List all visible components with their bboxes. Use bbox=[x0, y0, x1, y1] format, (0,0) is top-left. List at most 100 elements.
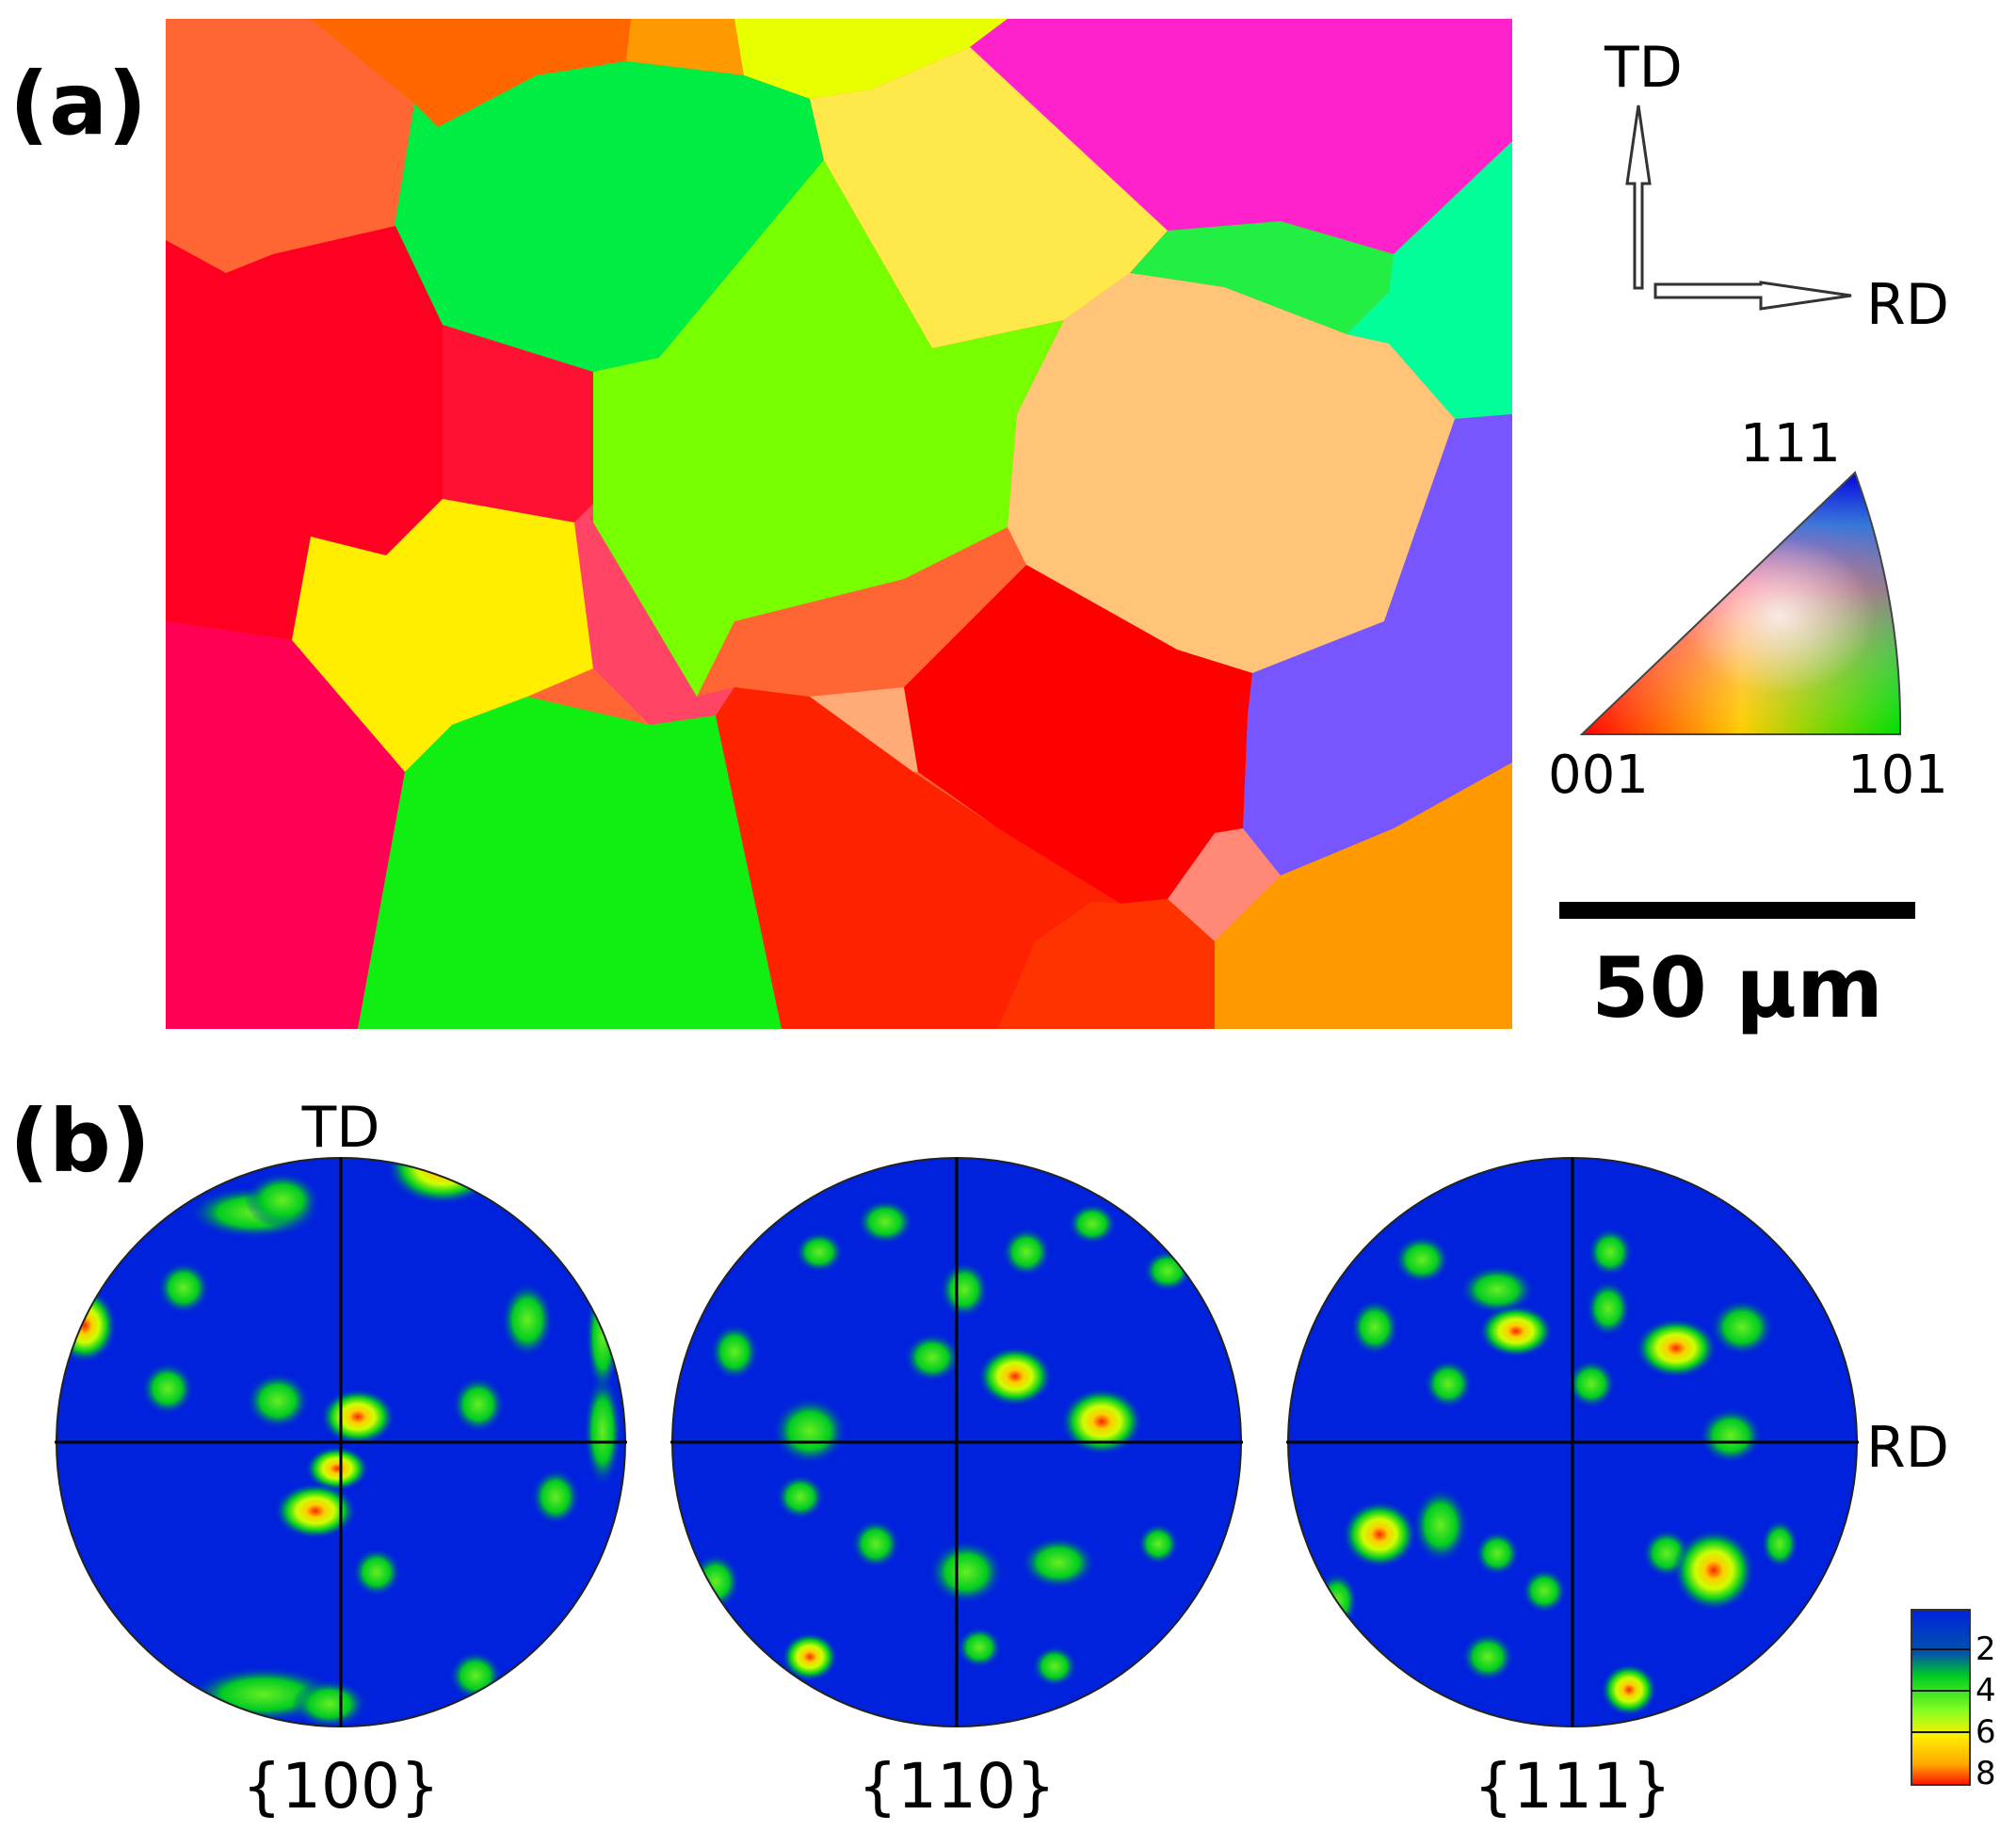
intensity-blob bbox=[1412, 1487, 1469, 1563]
intensity-blob bbox=[1424, 1359, 1473, 1408]
td-arrow bbox=[1625, 104, 1652, 290]
grain bbox=[970, 19, 1512, 254]
intensity-blob bbox=[772, 1397, 847, 1465]
intensity-blob bbox=[386, 1158, 499, 1205]
td-label: TD bbox=[1604, 35, 1683, 101]
intensity-blob bbox=[795, 1231, 844, 1273]
intensity-blob bbox=[320, 1389, 395, 1445]
intensity-blob bbox=[957, 1627, 1002, 1668]
ipf-triangle-outline bbox=[1579, 471, 1902, 735]
intensity-blob bbox=[776, 1474, 825, 1519]
intensity-blob bbox=[1068, 1203, 1117, 1245]
intensity-blob bbox=[305, 1446, 369, 1491]
grain bbox=[1243, 414, 1512, 875]
pole-figure: {100} bbox=[55, 1157, 627, 1823]
grain bbox=[391, 61, 824, 372]
intensity-blob bbox=[1601, 1663, 1657, 1716]
pole-figure-label: {100} bbox=[242, 1750, 440, 1823]
grain bbox=[166, 621, 405, 1029]
colorbar-tick-label: 4 bbox=[1976, 1672, 1996, 1710]
pf-td-label: TD bbox=[301, 1095, 380, 1161]
grain bbox=[574, 504, 734, 725]
intensity-blob bbox=[1567, 1359, 1616, 1408]
intensity-blob bbox=[157, 1261, 210, 1314]
intensity-blob bbox=[940, 1261, 989, 1318]
grain bbox=[311, 19, 631, 127]
grain bbox=[1215, 763, 1512, 1029]
intensity-blob bbox=[1478, 1305, 1554, 1357]
intensity-blobs bbox=[1316, 1228, 1798, 1716]
grain bbox=[1130, 221, 1394, 334]
intensity-blob bbox=[352, 1548, 401, 1597]
pf-rd-label: RD bbox=[1866, 1415, 1949, 1481]
grain bbox=[166, 226, 443, 640]
grain bbox=[593, 160, 1064, 697]
grain bbox=[626, 19, 744, 75]
intensity-blob bbox=[928, 1540, 1004, 1604]
intensity-blob bbox=[710, 1324, 759, 1380]
intensity-blob bbox=[292, 1679, 367, 1727]
grain-map bbox=[166, 19, 1512, 1029]
intensity-blob bbox=[245, 1172, 320, 1229]
pole-figure: {110} bbox=[670, 1157, 1243, 1823]
intensity-blob bbox=[1586, 1280, 1631, 1337]
grain bbox=[1008, 273, 1455, 673]
intensity-blob bbox=[782, 1632, 838, 1681]
grain bbox=[292, 499, 593, 772]
panel-b-label: (b) bbox=[9, 1091, 151, 1192]
intensity-blob bbox=[857, 1199, 913, 1245]
intensity-blob bbox=[246, 1373, 310, 1429]
ipf-color-key: 111 001 101 bbox=[1548, 413, 1948, 806]
intensity-blob bbox=[531, 1469, 580, 1525]
intensity-blob bbox=[1350, 1299, 1399, 1356]
ipf-001-label: 001 bbox=[1548, 745, 1649, 806]
colorbar-tick-label: 6 bbox=[1976, 1713, 1996, 1751]
scale-bar: 50 µm bbox=[1559, 902, 1915, 1036]
intensity-blob bbox=[1394, 1235, 1450, 1284]
intensity-blob bbox=[977, 1346, 1053, 1406]
rd-label: RD bbox=[1866, 272, 1949, 338]
intensity-blob bbox=[274, 1483, 357, 1539]
orientation-axes: TD RD bbox=[1604, 35, 1949, 338]
intensity-blob bbox=[1672, 1529, 1755, 1612]
intensity-blobs bbox=[691, 1199, 1192, 1687]
ipf-triangle-highlight bbox=[1582, 473, 1901, 734]
ipf-111-label: 111 bbox=[1740, 413, 1841, 474]
grain bbox=[443, 325, 593, 522]
pole-figure-label: {110} bbox=[858, 1750, 1056, 1823]
grain bbox=[358, 697, 782, 1029]
intensity-blob bbox=[1032, 1646, 1077, 1687]
intensity-blob bbox=[1460, 1265, 1535, 1314]
ipf-101-label: 101 bbox=[1847, 745, 1948, 806]
rd-arrow bbox=[1653, 281, 1852, 311]
grain bbox=[716, 687, 1121, 1029]
intensity-blob bbox=[1635, 1318, 1718, 1378]
panel-a-label: (a) bbox=[9, 54, 147, 154]
intensity-blob bbox=[1137, 1523, 1179, 1565]
grain bbox=[166, 19, 414, 273]
grain bbox=[998, 899, 1215, 1029]
intensity-blob bbox=[1588, 1228, 1633, 1277]
intensity-blob bbox=[1710, 1299, 1774, 1356]
intensity-blob bbox=[904, 1333, 960, 1382]
intensity-blob bbox=[56, 1544, 87, 1657]
pole-figure: {111} bbox=[1286, 1157, 1859, 1823]
scale-bar-line bbox=[1559, 902, 1915, 919]
grain bbox=[1168, 828, 1281, 941]
scale-bar-label: 50 µm bbox=[1591, 940, 1883, 1036]
colorbar-tick-label: 2 bbox=[1976, 1630, 1996, 1668]
intensity-blob bbox=[1060, 1388, 1143, 1455]
grain bbox=[810, 47, 1168, 348]
intensity-blob bbox=[501, 1282, 554, 1357]
grain bbox=[810, 687, 918, 772]
intensity-blob bbox=[1475, 1531, 1520, 1576]
intensity-blob bbox=[1699, 1407, 1763, 1464]
intensity-blob bbox=[1342, 1501, 1417, 1568]
intensity-blob bbox=[851, 1519, 900, 1568]
intensity-blob bbox=[584, 1374, 621, 1487]
pole-figure-label: {111} bbox=[1474, 1750, 1671, 1823]
intensity-blob bbox=[1002, 1228, 1051, 1277]
grain bbox=[734, 19, 1008, 99]
intensity-blob bbox=[1522, 1568, 1567, 1614]
